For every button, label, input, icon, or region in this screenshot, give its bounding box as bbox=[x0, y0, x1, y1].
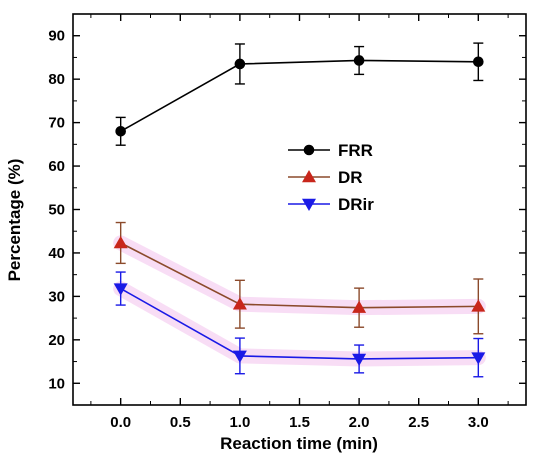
legend-marker-dr bbox=[302, 170, 316, 183]
data-point-dr bbox=[471, 299, 486, 312]
x-tick-label: 1.0 bbox=[229, 414, 250, 431]
x-axis-title: Reaction time (min) bbox=[220, 434, 378, 453]
y-tick-label: 70 bbox=[48, 115, 65, 132]
data-point-dr bbox=[113, 235, 128, 249]
series-line-dr bbox=[120, 242, 479, 309]
y-tick-label: 20 bbox=[48, 332, 65, 349]
series-layer bbox=[113, 42, 486, 378]
series-line-frr bbox=[120, 59, 479, 132]
y-tick-label: 90 bbox=[48, 28, 65, 45]
data-point-frr bbox=[353, 55, 365, 66]
data-point-drir bbox=[232, 350, 247, 363]
series-line-drir bbox=[120, 287, 479, 360]
legend-marker-frr bbox=[303, 144, 315, 156]
x-tick-label: 0.5 bbox=[170, 414, 191, 431]
legend-label-drir: DRir bbox=[338, 195, 374, 214]
y-tick-label: 40 bbox=[48, 245, 65, 262]
y-axis-title: Percentage (%) bbox=[5, 159, 24, 282]
data-point-frr bbox=[115, 126, 126, 137]
legend-marker-drir bbox=[302, 198, 316, 211]
x-tick-label: 3.0 bbox=[468, 414, 489, 431]
data-point-drir bbox=[113, 283, 128, 296]
data-point-drir bbox=[471, 352, 486, 365]
data-point-dr bbox=[232, 297, 247, 310]
y-tick-label: 80 bbox=[48, 71, 65, 88]
x-tick-label: 1.5 bbox=[289, 414, 310, 431]
legend-label-frr: FRR bbox=[338, 141, 373, 160]
y-tick-label: 10 bbox=[48, 375, 65, 392]
data-point-frr bbox=[234, 58, 246, 70]
legend-label-dr: DR bbox=[338, 168, 363, 187]
data-point-drir bbox=[352, 353, 367, 366]
y-tick-label: 50 bbox=[48, 202, 65, 219]
x-tick-label: 0.0 bbox=[110, 414, 131, 431]
y-tick-label: 60 bbox=[48, 158, 65, 175]
x-tick-label: 2.5 bbox=[408, 414, 429, 431]
data-point-dr bbox=[352, 300, 367, 313]
x-tick-label: 2.0 bbox=[349, 414, 370, 431]
data-point-frr bbox=[473, 56, 484, 68]
legend: FRR DR DRir bbox=[288, 141, 374, 214]
axes-layer: 0.0 0.5 1.0 1.5 2.0 2.5 3.0 10 20 30 40 50 60 70 80 90 bbox=[48, 13, 527, 431]
y-tick-label: 30 bbox=[48, 288, 65, 305]
